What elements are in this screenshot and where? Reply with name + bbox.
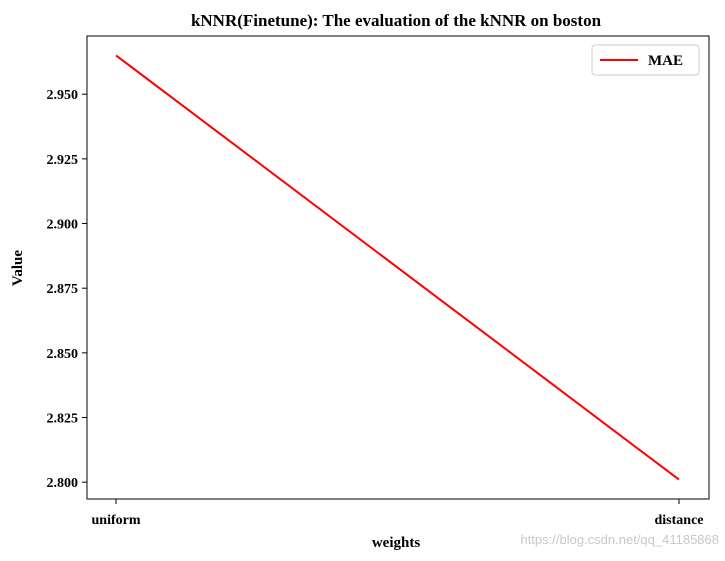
chart-title: kNNR(Finetune): The evaluation of the kN… — [191, 11, 602, 30]
y-tick-label: 2.925 — [47, 153, 79, 168]
y-tick-label: 2.825 — [47, 412, 79, 427]
y-axis-label: Value — [10, 250, 26, 286]
plot-area — [86, 35, 710, 500]
y-axis-ticks: 2.800 2.825 2.850 2.875 2.900 2.925 2.950 — [47, 88, 87, 491]
series-group — [115, 54, 680, 481]
legend-label-mae: MAE — [648, 53, 683, 69]
legend: MAE — [591, 44, 700, 76]
y-tick-label: 2.875 — [47, 282, 79, 297]
x-tick-label-distance: distance — [655, 513, 704, 528]
y-tick-label: 2.950 — [47, 88, 79, 103]
y-tick-label: 2.800 — [47, 476, 79, 491]
y-tick-label: 2.850 — [47, 347, 79, 362]
legend-box — [591, 44, 700, 76]
x-axis-ticks: uniform distance — [92, 499, 704, 528]
x-tick-label-uniform: uniform — [92, 513, 141, 528]
y-tick-label: 2.900 — [47, 218, 79, 233]
x-axis-label: weights — [372, 535, 420, 551]
series-line-mae — [115, 54, 680, 481]
watermark-text: https://blog.csdn.net/qq_41185868 — [520, 532, 719, 547]
